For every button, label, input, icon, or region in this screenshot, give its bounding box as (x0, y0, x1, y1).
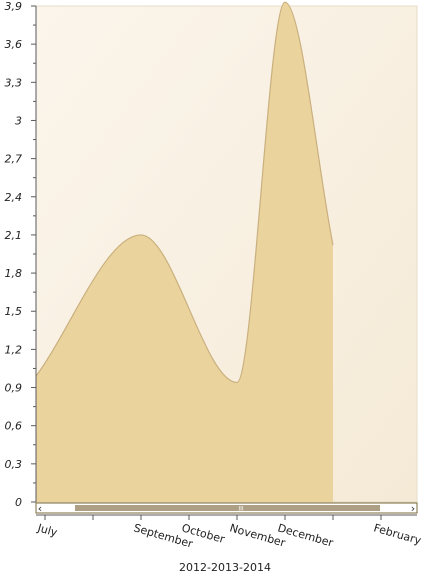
scrollbar-thumb[interactable] (75, 505, 380, 511)
y-tick-label: 2,1 (5, 229, 23, 242)
y-tick-labels: 0 0,3 0,6 0,9 1,2 1,5 1,8 2,1 2,4 2,7 3 3,3 3,6 3,9 (5, 0, 23, 509)
y-tick-label: 2,4 (5, 191, 23, 204)
y-tick-label: 0,6 (5, 420, 23, 433)
series-0-line (35, 1, 334, 384)
scrollbar-grip-icon[interactable]: III (238, 506, 244, 513)
y-tick-marks (31, 5, 36, 503)
x-tick-marks (44, 515, 382, 520)
scroll-left-arrow-icon[interactable]: ‹ (38, 502, 42, 515)
y-tick-label: 1,2 (5, 343, 23, 356)
y-tick-label: 1,5 (5, 305, 23, 318)
x-tick-label: July (35, 521, 59, 539)
x-tick-label: February (372, 521, 423, 547)
y-tick-label: 1,8 (5, 267, 23, 280)
y-tick-label: 3,3 (5, 76, 23, 89)
y-tick-label: 3,6 (5, 38, 23, 51)
scrollbar[interactable]: III ‹ › (35, 502, 418, 515)
scroll-right-arrow-icon[interactable]: › (411, 502, 415, 515)
x-axis-title: 2012-2013-2014 (179, 561, 271, 574)
y-tick-label: 2,7 (5, 153, 23, 166)
y-tick-label: 3 (15, 114, 22, 127)
y-tick-label: 0,9 (5, 382, 23, 395)
series-0-area (36, 2, 333, 503)
y-tick-label: 0 (15, 496, 22, 509)
y-axis: 0 0,3 0,6 0,9 1,2 1,5 1,8 2,1 2,4 2,7 3 3,3 3,6 3,9 (5, 0, 37, 509)
y-tick-label: 0,3 (5, 458, 23, 471)
series-area-layer (35, 1, 334, 503)
y-tick-label: 3,9 (5, 0, 23, 13)
x-tick-label: December (276, 521, 335, 549)
